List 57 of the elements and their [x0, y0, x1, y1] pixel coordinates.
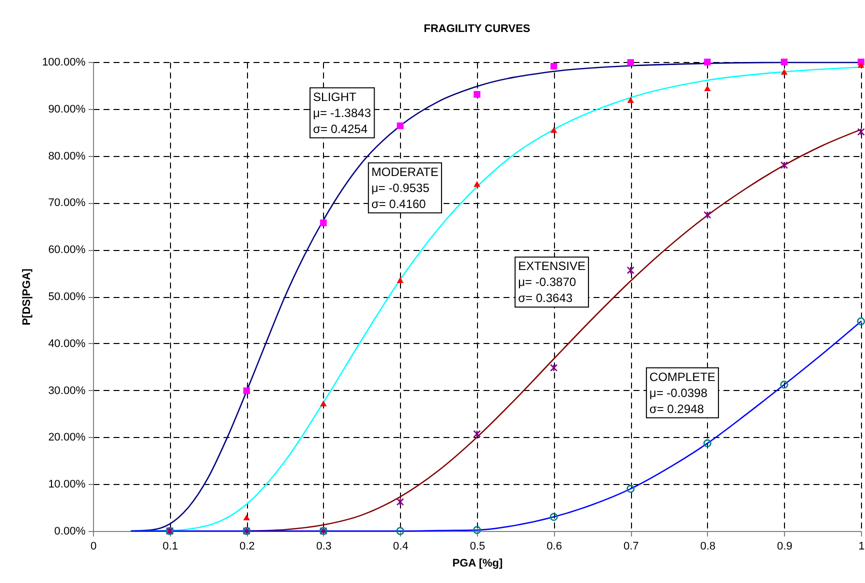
point — [550, 127, 558, 133]
y-tick-label: 10.00% — [48, 478, 86, 491]
y-tick-label: 0.00% — [54, 526, 86, 538]
point — [704, 211, 712, 219]
x-tick-label: 0.2 — [239, 540, 255, 552]
point — [396, 122, 404, 130]
point — [627, 59, 634, 66]
y-tick-label: 70.00% — [48, 197, 86, 210]
y-tick-label: 100.00% — [42, 56, 86, 68]
point — [550, 364, 558, 372]
point — [550, 62, 558, 70]
x-tick-label: 1 — [858, 540, 865, 552]
point — [320, 400, 327, 406]
point — [858, 62, 864, 68]
point — [550, 512, 558, 521]
x-tick-label: 0.7 — [623, 540, 639, 552]
chart-title: FRAGILITY CURVES — [424, 23, 530, 35]
x-tick-label: 0.4 — [393, 540, 408, 552]
x-tick-label: 0 — [90, 540, 97, 552]
line-series — [130, 320, 862, 532]
x-tick-label: 0.6 — [546, 540, 562, 552]
x-tick-label: 0.9 — [777, 540, 792, 552]
point — [857, 128, 865, 136]
point — [474, 91, 480, 98]
y-tick-label: 40.00% — [48, 338, 86, 350]
x-tick-label: 0.1 — [162, 540, 178, 552]
y-tick-label: 50.00% — [48, 291, 86, 303]
point — [243, 387, 250, 394]
point — [243, 514, 250, 520]
point — [396, 527, 404, 535]
point — [320, 220, 327, 226]
point — [780, 68, 788, 75]
point — [704, 58, 711, 66]
x-tick-label: 0.5 — [470, 540, 486, 552]
point — [474, 181, 480, 187]
point — [396, 498, 404, 506]
point — [704, 85, 711, 92]
point — [396, 277, 404, 283]
point — [626, 484, 635, 493]
point — [780, 58, 788, 66]
y-axis-title: P[DS|PGA] — [21, 268, 34, 326]
point — [703, 439, 712, 448]
x-axis-title: PGA [%g] — [452, 558, 503, 570]
y-tick-label: 20.00% — [48, 432, 86, 444]
point — [473, 430, 481, 438]
y-tick-label: 30.00% — [48, 384, 86, 397]
y-tick-label: 80.00% — [48, 150, 86, 162]
point — [856, 317, 865, 326]
point — [627, 97, 634, 103]
point — [780, 161, 788, 169]
x-tick-label: 0.8 — [700, 540, 716, 552]
point — [472, 526, 482, 534]
y-tick-label: 90.00% — [48, 103, 86, 116]
point — [626, 266, 634, 274]
x-tick-label: 0.3 — [316, 540, 332, 552]
y-tick-label: 60.00% — [48, 244, 86, 256]
point — [780, 380, 788, 389]
